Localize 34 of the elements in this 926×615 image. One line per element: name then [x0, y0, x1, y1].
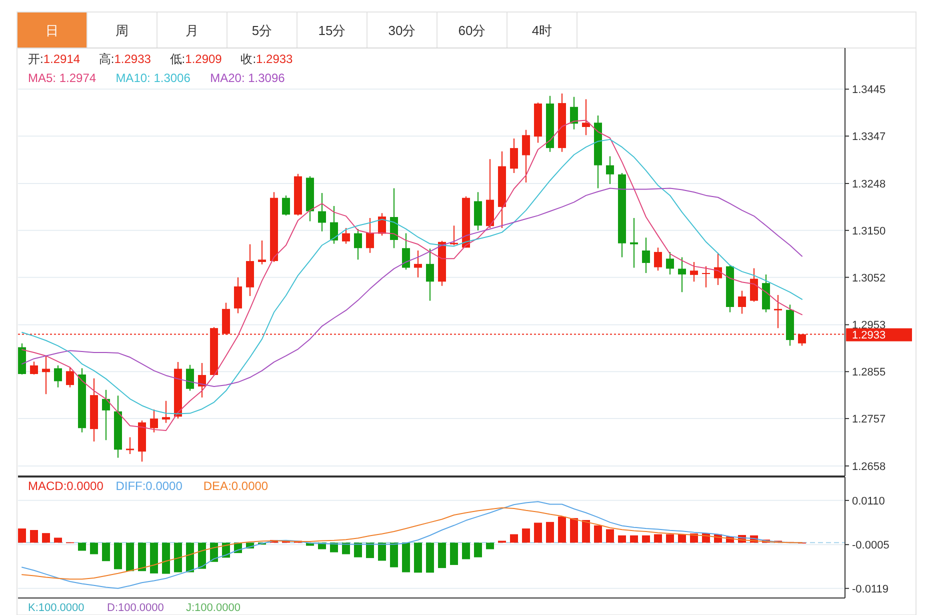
- text: 月: [186, 23, 198, 38]
- text: DEA:0.0000: [203, 479, 268, 493]
- text: MA5: 1.2974: [28, 71, 96, 85]
- y-tick-label: 1.3248: [852, 178, 886, 190]
- text: 15分: [318, 23, 346, 38]
- annotation: 高:1.2933: [98, 52, 152, 66]
- text: MA10: 1.3006: [116, 71, 191, 85]
- y-tick-label: 0.0110: [852, 495, 885, 508]
- text: J:100.0000: [186, 602, 240, 614]
- y-tick-label: 1.2658: [852, 460, 886, 473]
- y-tick-label: 1.3150: [852, 225, 886, 238]
- y-tick-label: 1.3347: [852, 131, 886, 144]
- text: DIFF:0.0000: [116, 479, 183, 493]
- y-tick-label: 1.2855: [852, 366, 886, 379]
- text: 4时: [532, 23, 552, 38]
- y-tick-label: 1.2757: [852, 414, 886, 426]
- text: MACD:0.0000: [28, 479, 104, 493]
- text: K:100.0000: [28, 602, 84, 614]
- text: 周: [116, 23, 128, 38]
- annotation: 开:1.2914: [28, 52, 80, 66]
- text: 30分: [388, 23, 416, 38]
- y-tick-label: -0.0005: [852, 540, 890, 552]
- y-tick-label: 1.3052: [852, 272, 886, 284]
- text: 5分: [252, 23, 272, 38]
- text: 日: [46, 23, 58, 38]
- annotation: 低:1.2909: [170, 52, 222, 66]
- text: MA20: 1.3096: [210, 71, 286, 85]
- y-tick-label: 1.3445: [852, 84, 886, 96]
- ref-line-label: 1.2933: [852, 329, 886, 342]
- y-tick-label: -0.0119: [852, 583, 888, 596]
- text: D:100.0000: [107, 602, 164, 614]
- annotation: 收:1.2933: [240, 52, 294, 66]
- text: 60分: [458, 23, 486, 38]
- y-tick-label: 1.2953: [852, 320, 886, 332]
